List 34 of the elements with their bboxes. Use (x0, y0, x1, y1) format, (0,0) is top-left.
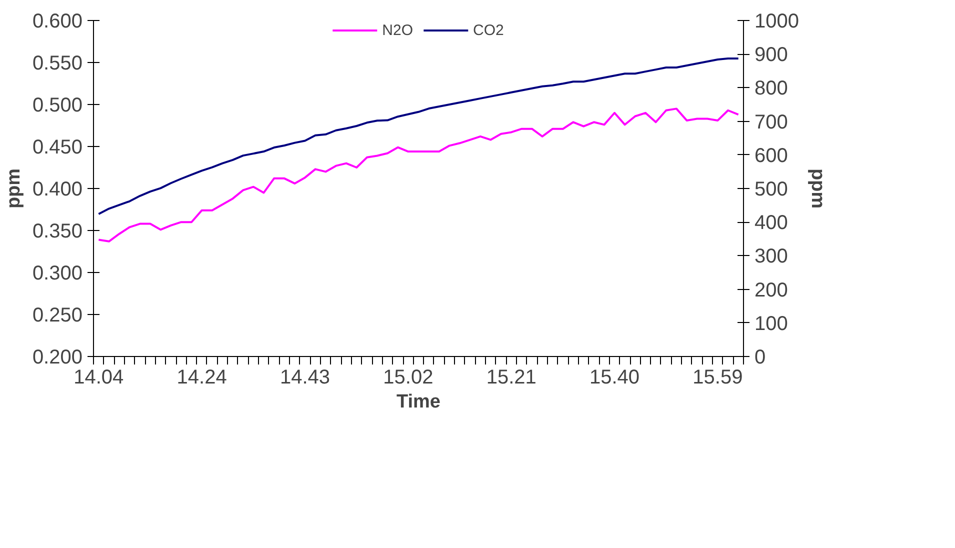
y2-tick-label: 300 (754, 246, 788, 268)
x-tick-label: 15.21 (486, 366, 536, 388)
y-tick-label: 0.600 (32, 10, 83, 32)
y2-tick-label: 900 (754, 44, 788, 66)
y2-tick-label: 700 (754, 111, 788, 134)
y2-tick-label: 800 (754, 78, 788, 100)
y-tick-label: 0.550 (32, 52, 83, 74)
x-axis-title: Time (396, 392, 441, 412)
x-tick-label: 15.59 (692, 366, 743, 388)
y2-axis-title: ppm (806, 168, 828, 209)
y2-tick-label: 1000 (754, 10, 799, 32)
y-tick-label: 0.350 (32, 220, 83, 242)
x-tick-label: 14.43 (280, 366, 330, 388)
y2-tick-label: 600 (754, 144, 788, 167)
x-tick-label: 14.24 (176, 366, 227, 388)
y-tick-label: 0.250 (32, 304, 83, 326)
y-tick-label: 0.300 (32, 262, 83, 284)
y2-tick-label: 0 (754, 346, 766, 368)
y-tick-label: 0.500 (32, 94, 83, 116)
y2-tick-label: 100 (754, 312, 788, 335)
legend-label: CO2 (473, 22, 504, 38)
y2-tick-label: 400 (754, 212, 788, 234)
line-series (98, 57, 740, 216)
line-series (98, 108, 740, 242)
legend-label: N2O (382, 22, 413, 38)
x-tick-label: 15.02 (383, 366, 434, 388)
y-tick-label: 0.450 (32, 136, 83, 158)
y2-tick-label: 500 (754, 178, 788, 200)
x-tick-label: 15.40 (590, 366, 640, 388)
y-tick-label: 0.400 (32, 178, 83, 200)
y2-tick-label: 200 (754, 279, 788, 302)
x-tick-label: 14.04 (74, 366, 124, 388)
y-tick-label: 0.200 (32, 346, 83, 368)
y-axis-title: ppm (3, 168, 24, 209)
